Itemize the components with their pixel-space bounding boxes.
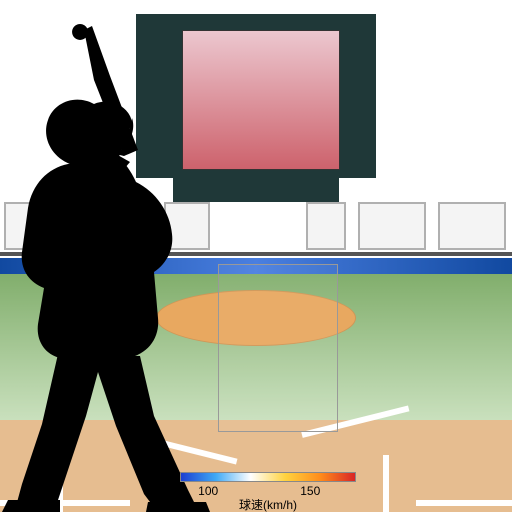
stand-section bbox=[358, 202, 426, 250]
stand-section bbox=[438, 202, 506, 250]
legend-tick: 100 bbox=[198, 484, 218, 498]
plate-line bbox=[383, 455, 389, 512]
stand-section bbox=[306, 202, 346, 250]
legend-tick: 150 bbox=[300, 484, 320, 498]
batter-silhouette-icon bbox=[0, 24, 248, 512]
plate-line bbox=[416, 500, 512, 506]
legend-color-bar bbox=[180, 472, 356, 482]
legend-ticks: 100 150 bbox=[180, 482, 356, 496]
legend-title: 球速(km/h) bbox=[180, 496, 356, 512]
velocity-legend: 100 150 球速(km/h) bbox=[180, 472, 356, 512]
